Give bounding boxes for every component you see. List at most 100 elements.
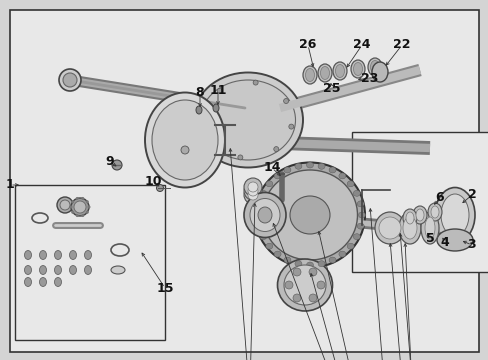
Ellipse shape — [378, 217, 400, 239]
Ellipse shape — [254, 162, 364, 267]
Ellipse shape — [371, 62, 387, 82]
Ellipse shape — [81, 214, 84, 217]
Ellipse shape — [259, 190, 266, 196]
Ellipse shape — [370, 60, 379, 73]
Ellipse shape — [405, 212, 413, 224]
Ellipse shape — [412, 206, 426, 224]
Ellipse shape — [63, 73, 77, 87]
Ellipse shape — [356, 223, 364, 229]
Text: 3: 3 — [467, 238, 475, 252]
Ellipse shape — [338, 251, 345, 257]
Ellipse shape — [112, 160, 122, 170]
Ellipse shape — [353, 234, 360, 240]
Ellipse shape — [69, 251, 76, 260]
Ellipse shape — [84, 251, 91, 260]
Text: 6: 6 — [435, 192, 444, 204]
Ellipse shape — [358, 212, 365, 218]
Ellipse shape — [74, 201, 86, 213]
Ellipse shape — [332, 62, 346, 80]
Ellipse shape — [277, 259, 332, 311]
Ellipse shape — [402, 209, 416, 227]
Ellipse shape — [283, 99, 288, 104]
Ellipse shape — [338, 173, 345, 179]
Ellipse shape — [273, 147, 278, 152]
Text: 26: 26 — [299, 39, 316, 51]
Ellipse shape — [217, 89, 222, 93]
Ellipse shape — [294, 261, 301, 267]
Ellipse shape — [57, 197, 73, 213]
Ellipse shape — [40, 265, 46, 274]
Ellipse shape — [346, 181, 353, 187]
Ellipse shape — [71, 198, 89, 216]
Ellipse shape — [60, 200, 70, 210]
Ellipse shape — [306, 162, 313, 168]
Ellipse shape — [350, 60, 364, 78]
Ellipse shape — [71, 200, 74, 203]
Ellipse shape — [284, 257, 290, 263]
Ellipse shape — [402, 217, 416, 239]
Ellipse shape — [285, 281, 292, 289]
Ellipse shape — [308, 268, 316, 276]
Ellipse shape — [200, 80, 295, 160]
Ellipse shape — [335, 64, 344, 77]
Text: 11: 11 — [209, 84, 226, 96]
Ellipse shape — [259, 234, 266, 240]
Ellipse shape — [353, 190, 360, 196]
Ellipse shape — [87, 206, 90, 208]
Ellipse shape — [356, 201, 364, 207]
Ellipse shape — [254, 212, 261, 218]
Ellipse shape — [306, 262, 313, 268]
Ellipse shape — [54, 265, 61, 274]
Ellipse shape — [244, 182, 262, 200]
Ellipse shape — [292, 294, 301, 302]
Ellipse shape — [111, 266, 125, 274]
Ellipse shape — [440, 194, 468, 236]
Ellipse shape — [54, 251, 61, 260]
Ellipse shape — [415, 209, 423, 221]
Ellipse shape — [24, 251, 31, 260]
Ellipse shape — [76, 197, 79, 200]
Ellipse shape — [152, 100, 218, 180]
Ellipse shape — [273, 173, 281, 179]
Ellipse shape — [69, 206, 72, 208]
Ellipse shape — [328, 167, 335, 173]
Ellipse shape — [316, 281, 325, 289]
Bar — [15, 185, 164, 340]
Ellipse shape — [69, 265, 76, 274]
Bar — [351, 132, 488, 272]
Ellipse shape — [213, 104, 219, 112]
Ellipse shape — [71, 211, 74, 214]
Ellipse shape — [317, 64, 331, 82]
Ellipse shape — [237, 155, 243, 160]
Ellipse shape — [265, 181, 272, 187]
Ellipse shape — [156, 184, 163, 192]
Text: 22: 22 — [392, 39, 410, 51]
Ellipse shape — [247, 190, 258, 200]
Ellipse shape — [284, 167, 290, 173]
Ellipse shape — [305, 68, 314, 81]
Ellipse shape — [244, 178, 262, 196]
Ellipse shape — [424, 217, 434, 239]
Ellipse shape — [207, 136, 212, 141]
Ellipse shape — [374, 212, 404, 244]
Ellipse shape — [303, 66, 316, 84]
Ellipse shape — [284, 265, 325, 305]
Text: 25: 25 — [323, 81, 340, 94]
Text: 15: 15 — [156, 282, 173, 294]
Ellipse shape — [253, 80, 258, 85]
Ellipse shape — [196, 106, 202, 114]
Ellipse shape — [262, 170, 357, 260]
Ellipse shape — [255, 201, 262, 207]
Ellipse shape — [317, 163, 325, 169]
Ellipse shape — [320, 67, 329, 80]
Ellipse shape — [85, 211, 89, 214]
Ellipse shape — [328, 257, 335, 263]
Ellipse shape — [247, 186, 258, 196]
Ellipse shape — [40, 278, 46, 287]
Ellipse shape — [59, 69, 81, 91]
Text: 10: 10 — [144, 175, 162, 189]
Ellipse shape — [273, 251, 281, 257]
Ellipse shape — [244, 186, 262, 204]
Ellipse shape — [367, 58, 381, 76]
Ellipse shape — [85, 200, 89, 203]
